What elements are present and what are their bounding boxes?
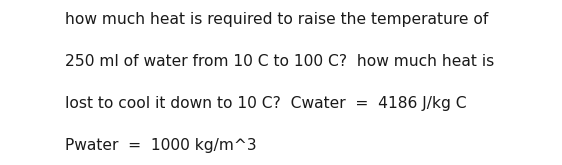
Text: 250 ml of water from 10 C to 100 C?  how much heat is: 250 ml of water from 10 C to 100 C? how … — [65, 54, 494, 69]
Text: how much heat is required to raise the temperature of: how much heat is required to raise the t… — [65, 12, 488, 27]
Text: Pwater  =  1000 kg/m^3: Pwater = 1000 kg/m^3 — [65, 138, 256, 153]
Text: lost to cool it down to 10 C?  Cwater  =  4186 J/kg C: lost to cool it down to 10 C? Cwater = 4… — [65, 96, 466, 111]
